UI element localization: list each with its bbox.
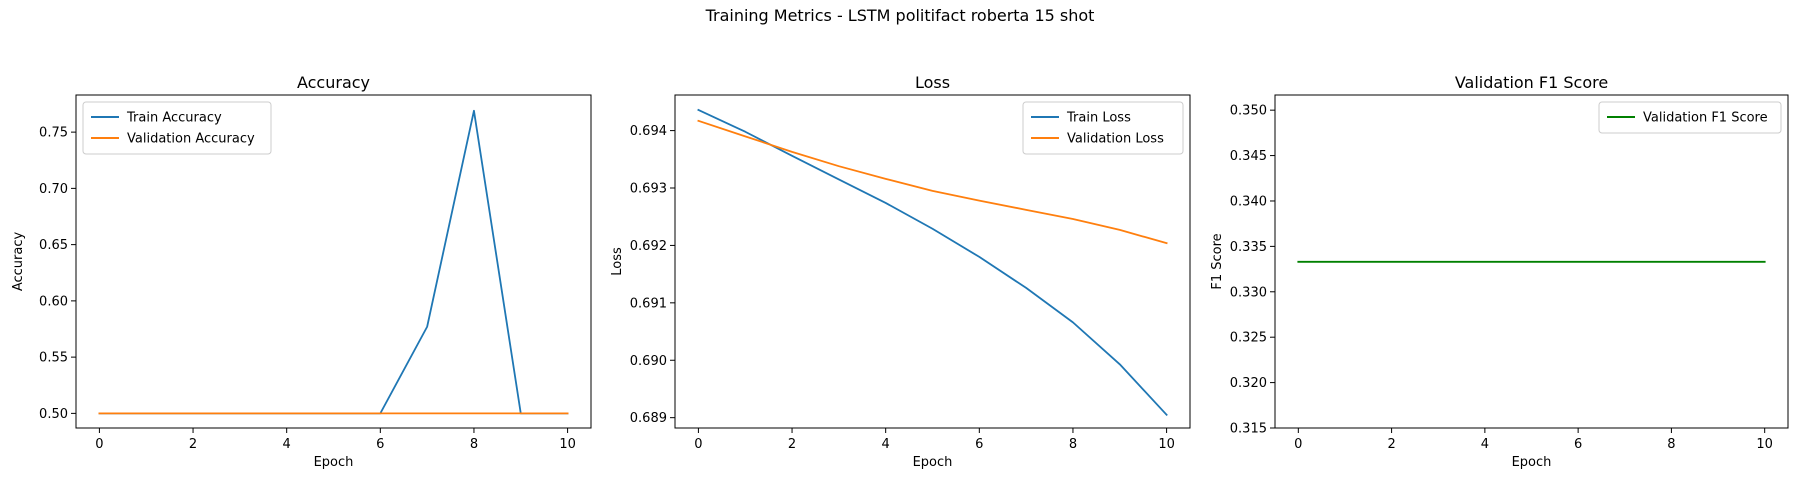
x-tick-label: 10 — [559, 437, 576, 452]
x-tick-label: 8 — [1069, 437, 1077, 452]
y-tick-label: 0.320 — [1230, 376, 1267, 391]
y-tick-label: 0.340 — [1230, 194, 1267, 209]
panel-title: Accuracy — [297, 73, 370, 92]
axes-frame — [75, 94, 592, 429]
x-tick-label: 6 — [376, 437, 384, 452]
y-tick-label: 0.50 — [39, 407, 68, 422]
x-tick-label: 2 — [788, 437, 796, 452]
legend-entry: Train Accuracy — [126, 111, 222, 126]
legend-entry: Validation Accuracy — [127, 132, 255, 147]
y-tick-label: 0.691 — [630, 296, 667, 311]
legend: Train Accuracy Validation Accuracy — [82, 101, 272, 155]
x-tick-label: 4 — [1481, 437, 1489, 452]
series-line-train-loss — [697, 108, 1168, 417]
x-tick-label: 4 — [283, 437, 291, 452]
legend-box — [1022, 101, 1184, 155]
legend: Validation F1 Score — [1598, 101, 1782, 134]
y-tick-label: 0.690 — [630, 354, 667, 369]
x-axis-label: Epoch — [1512, 455, 1552, 470]
x-tick-label: 8 — [1667, 437, 1675, 452]
y-tick-label: 0.75 — [39, 126, 68, 141]
y-axis-label: F1 Score — [1210, 233, 1225, 289]
y-axis-label: Accuracy — [11, 232, 26, 292]
series-line-validation-loss — [697, 119, 1168, 245]
x-tick-label: 4 — [882, 437, 890, 452]
x-tick-label: 2 — [1387, 437, 1395, 452]
chart-panel-2: Loss 0 2 4 6 8 10 0.689 0.690 0.691 0.692 0.693 0.69… — [610, 73, 1191, 470]
x-tick-label: 0 — [694, 437, 702, 452]
legend-entry: Train Loss — [1066, 111, 1131, 126]
x-tick-label: 2 — [189, 437, 197, 452]
y-tick-label: 0.330 — [1230, 285, 1267, 300]
x-tick-label: 0 — [1294, 437, 1302, 452]
chart-panel-1: Accuracy 0 2 4 6 8 10 0.50 0.55 0.60 0.65 0.70 0.75 E… — [11, 73, 592, 470]
series-line-train-accuracy — [98, 109, 569, 415]
y-tick-label: 0.350 — [1230, 104, 1267, 119]
legend: Train Loss Validation Loss — [1022, 101, 1184, 155]
y-axis-label: Loss — [610, 247, 625, 276]
panel-title: Loss — [915, 73, 950, 92]
y-tick-label: 0.325 — [1230, 331, 1267, 346]
y-tick-label: 0.345 — [1230, 149, 1267, 164]
legend-box — [82, 101, 272, 155]
y-tick-label: 0.335 — [1230, 240, 1267, 255]
y-tick-label: 0.55 — [39, 351, 68, 366]
axes-frame — [674, 94, 1191, 429]
panel-title: Validation F1 Score — [1455, 73, 1608, 92]
chart-panel-3: Validation F1 Score 0 2 4 6 8 10 0.315 0.320 0.32… — [1210, 73, 1789, 470]
x-tick-label: 0 — [95, 437, 103, 452]
x-tick-label: 6 — [1574, 437, 1582, 452]
y-tick-label: 0.689 — [630, 411, 667, 426]
y-tick-label: 0.694 — [630, 124, 667, 139]
figure-title: Training Metrics - LSTM politifact rober… — [705, 6, 1095, 25]
x-tick-label: 6 — [975, 437, 983, 452]
y-tick-label: 0.60 — [39, 294, 68, 309]
x-axis-label: Epoch — [314, 455, 354, 470]
legend-entry: Validation F1 Score — [1643, 111, 1768, 126]
legend-box — [1598, 101, 1782, 134]
x-axis-label: Epoch — [913, 455, 953, 470]
y-tick-label: 0.315 — [1230, 422, 1267, 437]
y-tick-label: 0.693 — [630, 182, 667, 197]
x-tick-label: 10 — [1756, 437, 1773, 452]
y-tick-label: 0.692 — [630, 239, 667, 254]
x-tick-label: 8 — [470, 437, 478, 452]
legend-entry: Validation Loss — [1067, 132, 1164, 147]
axes-frame — [1274, 94, 1789, 429]
y-tick-label: 0.65 — [39, 238, 68, 253]
y-tick-label: 0.70 — [39, 182, 68, 197]
x-tick-label: 10 — [1158, 437, 1175, 452]
